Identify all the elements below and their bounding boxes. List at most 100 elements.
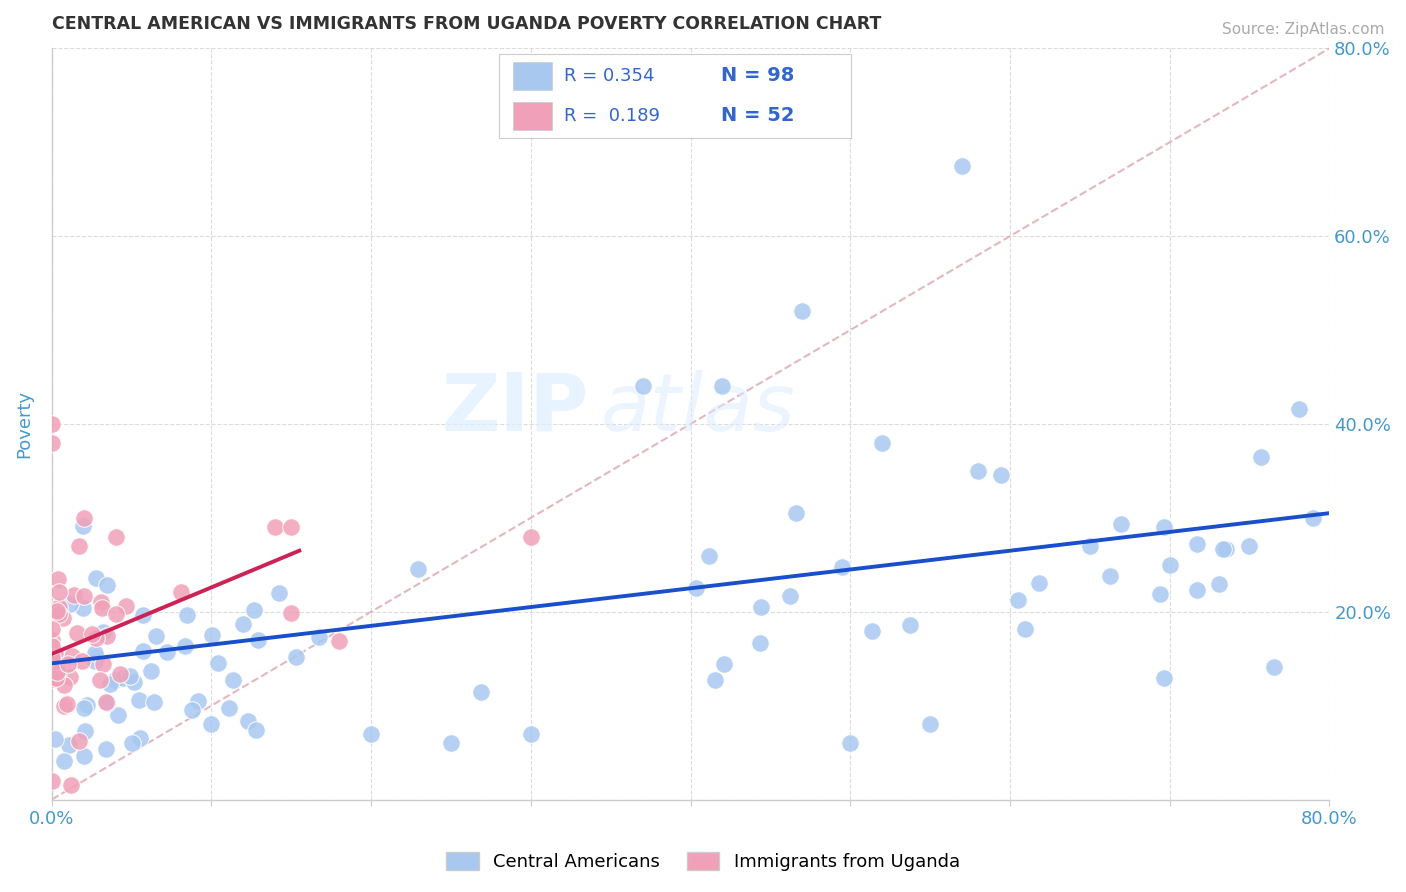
Point (41, 668, 63, 682)
Point (65, 625, 87, 640)
Point (470, 685, 492, 699)
Point (1099, 569, 1122, 583)
Point (72, 601, 94, 615)
Point (96, 578, 118, 592)
Point (45, 665, 67, 679)
Point (72, 519, 94, 533)
Point (73, 511, 96, 525)
Point (132, 644, 155, 658)
Point (201, 628, 224, 642)
Point (112, 671, 135, 685)
Point (91, 624, 114, 639)
Point (247, 632, 270, 647)
Point (990, 467, 1012, 482)
Point (779, 589, 801, 603)
Point (711, 379, 734, 393)
Point (792, 304, 814, 318)
Point (41, 632, 63, 647)
Point (52, 611, 75, 625)
Bar (513, 102, 551, 130)
Point (108, 667, 131, 681)
Point (245, 723, 267, 738)
Point (142, 695, 165, 709)
Point (1208, 577, 1230, 591)
Point (860, 624, 883, 639)
Text: ZIP: ZIP (441, 370, 588, 448)
Point (328, 633, 350, 648)
Point (1212, 542, 1234, 557)
Point (70, 654, 93, 668)
Text: CENTRAL AMERICAN VS IMMIGRANTS FROM UGANDA POVERTY CORRELATION CHART: CENTRAL AMERICAN VS IMMIGRANTS FROM UGAN… (52, 15, 882, 33)
Point (120, 669, 142, 683)
Point (96, 742, 118, 756)
Point (52, 754, 75, 768)
Point (56, 657, 79, 672)
Point (870, 435, 893, 450)
Point (1288, 402, 1310, 417)
Text: N = 98: N = 98 (721, 67, 794, 86)
Point (1250, 450, 1272, 465)
Point (84, 654, 107, 668)
Point (104, 530, 127, 544)
Point (748, 636, 770, 650)
Point (967, 464, 990, 478)
Point (218, 701, 240, 715)
Point (45, 672, 67, 686)
Point (207, 656, 229, 670)
Point (264, 520, 287, 534)
Point (96, 629, 118, 643)
Point (128, 731, 150, 745)
Point (41, 622, 63, 636)
Point (918, 717, 941, 731)
Text: Source: ZipAtlas.com: Source: ZipAtlas.com (1222, 22, 1385, 37)
Point (132, 607, 155, 622)
Point (187, 694, 209, 708)
Point (128, 693, 150, 707)
Point (1239, 539, 1261, 553)
Point (115, 599, 138, 613)
Point (1007, 593, 1029, 607)
Point (145, 629, 167, 643)
Point (46, 604, 69, 618)
Point (73, 589, 96, 603)
Point (104, 607, 127, 622)
Point (48, 607, 70, 622)
Point (84, 571, 107, 585)
Point (697, 549, 720, 563)
Point (713, 657, 735, 672)
Point (1185, 582, 1208, 597)
Point (1302, 511, 1324, 525)
Text: R =  0.189: R = 0.189 (564, 107, 661, 125)
Point (59, 778, 82, 792)
Point (59, 597, 82, 611)
Point (785, 506, 807, 520)
Point (73, 701, 96, 715)
Point (63, 588, 86, 602)
Point (1215, 542, 1237, 557)
Point (280, 606, 302, 620)
Y-axis label: Poverty: Poverty (15, 390, 32, 458)
Point (41, 773, 63, 788)
Point (58, 738, 80, 752)
Point (41, 640, 63, 654)
Point (44, 646, 66, 660)
Point (56, 697, 79, 711)
Point (181, 702, 204, 716)
Point (41, 651, 63, 665)
Point (236, 714, 259, 729)
Point (46, 665, 69, 680)
Point (107, 708, 129, 723)
Point (84, 632, 107, 646)
Text: R = 0.354: R = 0.354 (564, 67, 655, 85)
Point (48, 600, 70, 615)
Point (84, 646, 107, 660)
Point (174, 640, 197, 654)
Point (69, 539, 91, 553)
Point (41, 672, 63, 686)
Point (360, 727, 382, 741)
Point (91, 601, 114, 615)
Point (89, 673, 111, 687)
Text: atlas: atlas (602, 370, 796, 448)
Point (104, 673, 127, 687)
Point (48, 584, 70, 599)
